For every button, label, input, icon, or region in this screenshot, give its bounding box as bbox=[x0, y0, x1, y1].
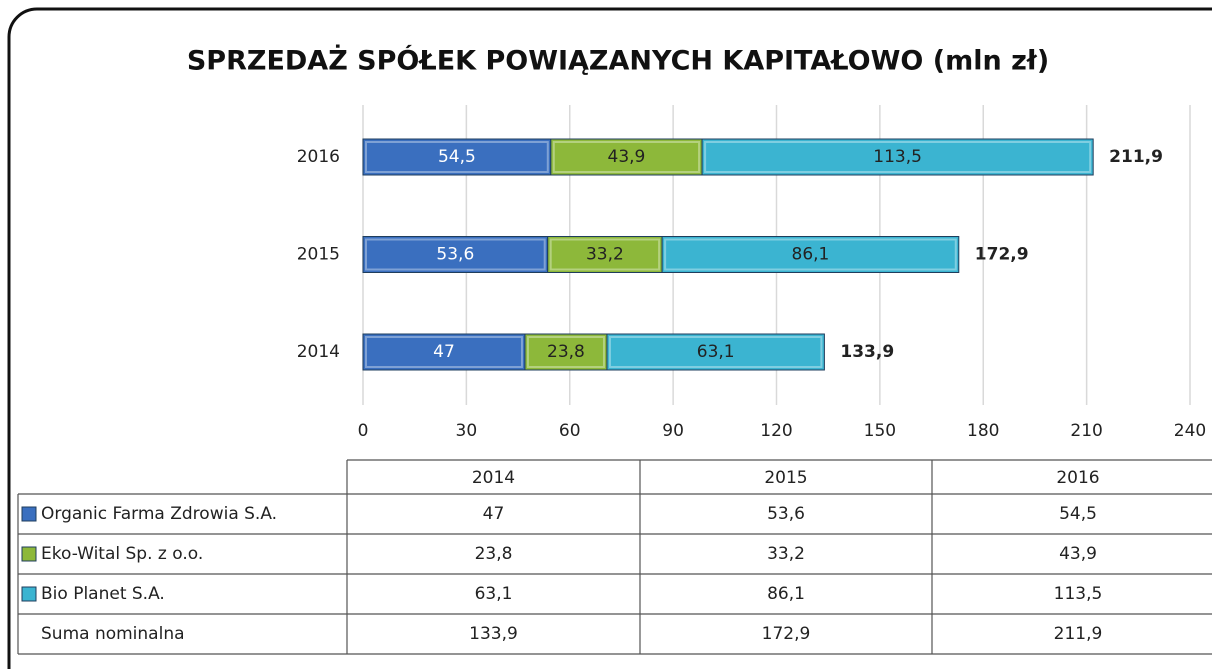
legend-swatch bbox=[21, 586, 37, 602]
table-cell: 133,9 bbox=[469, 624, 518, 644]
table-cell: 47 bbox=[483, 504, 505, 524]
bar-value-label: 86,1 bbox=[792, 245, 830, 265]
table-cell: 33,2 bbox=[767, 544, 805, 564]
bar-shine bbox=[704, 141, 1092, 173]
table-header: 2015 bbox=[764, 468, 807, 488]
bar bbox=[362, 236, 549, 273]
y-tick-label: 2014 bbox=[297, 342, 340, 362]
legend-swatch bbox=[21, 546, 37, 562]
table-header: 2014 bbox=[472, 468, 515, 488]
bar-shine bbox=[552, 141, 701, 173]
bar-shine bbox=[365, 141, 549, 173]
chart-title: SPRZEDAŻ SPÓŁEK POWIĄZANYCH KAPITAŁOWO (… bbox=[187, 45, 1049, 77]
bar-shine bbox=[608, 336, 823, 368]
bar bbox=[606, 333, 825, 371]
x-tick-label: 30 bbox=[456, 421, 478, 441]
bar-shine bbox=[549, 238, 661, 271]
bar-value-label: 43,9 bbox=[608, 147, 646, 167]
x-tick-label: 60 bbox=[559, 421, 581, 441]
total-label: 211,9 bbox=[1109, 147, 1163, 167]
x-tick-label: 180 bbox=[967, 421, 999, 441]
table-row-label: Suma nominalna bbox=[41, 624, 185, 644]
x-tick-label: 90 bbox=[662, 421, 684, 441]
bar bbox=[362, 138, 552, 176]
bar-value-label: 54,5 bbox=[438, 147, 476, 167]
bar-value-label: 47 bbox=[433, 342, 455, 362]
bar-shine bbox=[526, 336, 605, 368]
table-cell: 23,8 bbox=[475, 544, 513, 564]
legend-label: Bio Planet S.A. bbox=[41, 584, 165, 604]
x-tick-label: 240 bbox=[1174, 421, 1206, 441]
x-tick-label: 210 bbox=[1070, 421, 1102, 441]
table-cell: 86,1 bbox=[767, 584, 805, 604]
bar bbox=[701, 138, 1094, 176]
table-cell: 63,1 bbox=[475, 584, 513, 604]
legend-swatch bbox=[21, 506, 37, 522]
bar bbox=[661, 236, 960, 273]
bar bbox=[550, 138, 703, 176]
table-cell: 43,9 bbox=[1059, 544, 1097, 564]
bar-value-label: 53,6 bbox=[436, 245, 474, 265]
x-tick-label: 0 bbox=[358, 421, 369, 441]
bar-value-label: 23,8 bbox=[547, 342, 585, 362]
bar bbox=[547, 236, 663, 273]
table-cell: 172,9 bbox=[762, 624, 811, 644]
bar bbox=[362, 333, 526, 371]
y-tick-label: 2015 bbox=[297, 245, 340, 265]
table-cell: 53,6 bbox=[767, 504, 805, 524]
bar-shine bbox=[365, 336, 523, 368]
table-cell: 113,5 bbox=[1054, 584, 1103, 604]
legend-label: Organic Farma Zdrowia S.A. bbox=[41, 504, 277, 524]
table-cell: 211,9 bbox=[1054, 624, 1103, 644]
total-label: 172,9 bbox=[975, 245, 1029, 265]
bar-value-label: 113,5 bbox=[873, 147, 922, 167]
bar-value-label: 33,2 bbox=[586, 245, 624, 265]
table-header: 2016 bbox=[1056, 468, 1099, 488]
legend-label: Eko-Wital Sp. z o.o. bbox=[41, 544, 203, 564]
bar-value-label: 63,1 bbox=[697, 342, 735, 362]
bar-shine bbox=[365, 238, 546, 271]
table-cell: 54,5 bbox=[1059, 504, 1097, 524]
x-tick-label: 150 bbox=[864, 421, 896, 441]
bar bbox=[524, 333, 608, 371]
total-label: 133,9 bbox=[840, 342, 894, 362]
x-tick-label: 120 bbox=[760, 421, 792, 441]
bar-shine bbox=[664, 238, 957, 271]
y-tick-label: 2016 bbox=[297, 147, 340, 167]
